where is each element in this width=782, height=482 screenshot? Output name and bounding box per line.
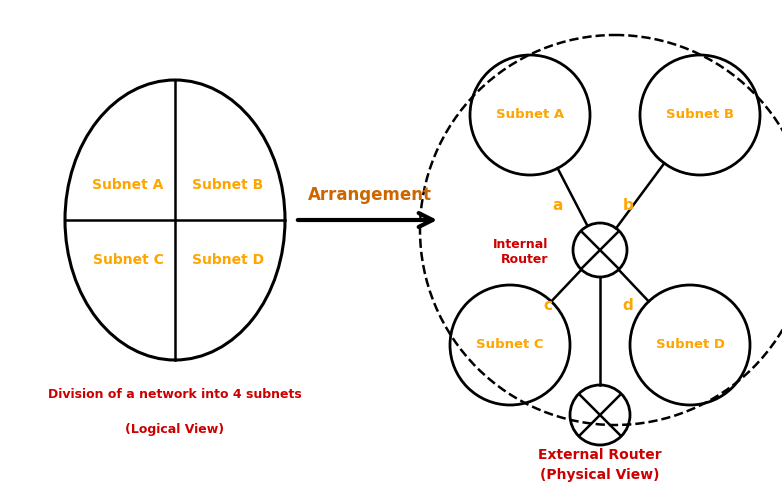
Text: External Router: External Router [538, 448, 662, 462]
Text: Subnet B: Subnet B [666, 108, 734, 121]
Text: Subnet D: Subnet D [192, 253, 264, 267]
Text: Subnet A: Subnet A [92, 178, 163, 192]
Text: Subnet C: Subnet C [476, 338, 543, 351]
Text: c: c [543, 297, 553, 312]
Text: Division of a network into 4 subnets: Division of a network into 4 subnets [48, 388, 302, 402]
Text: (Logical View): (Logical View) [125, 424, 224, 437]
Text: Subnet A: Subnet A [496, 108, 564, 121]
Text: Arrangement: Arrangement [308, 186, 432, 204]
Text: d: d [622, 297, 633, 312]
Text: Subnet B: Subnet B [192, 178, 264, 192]
Text: Internal
Router: Internal Router [493, 238, 548, 266]
Text: Subnet D: Subnet D [655, 338, 724, 351]
Text: (Physical View): (Physical View) [540, 468, 660, 482]
Text: b: b [622, 198, 633, 213]
Text: a: a [553, 198, 563, 213]
Text: Subnet C: Subnet C [92, 253, 163, 267]
